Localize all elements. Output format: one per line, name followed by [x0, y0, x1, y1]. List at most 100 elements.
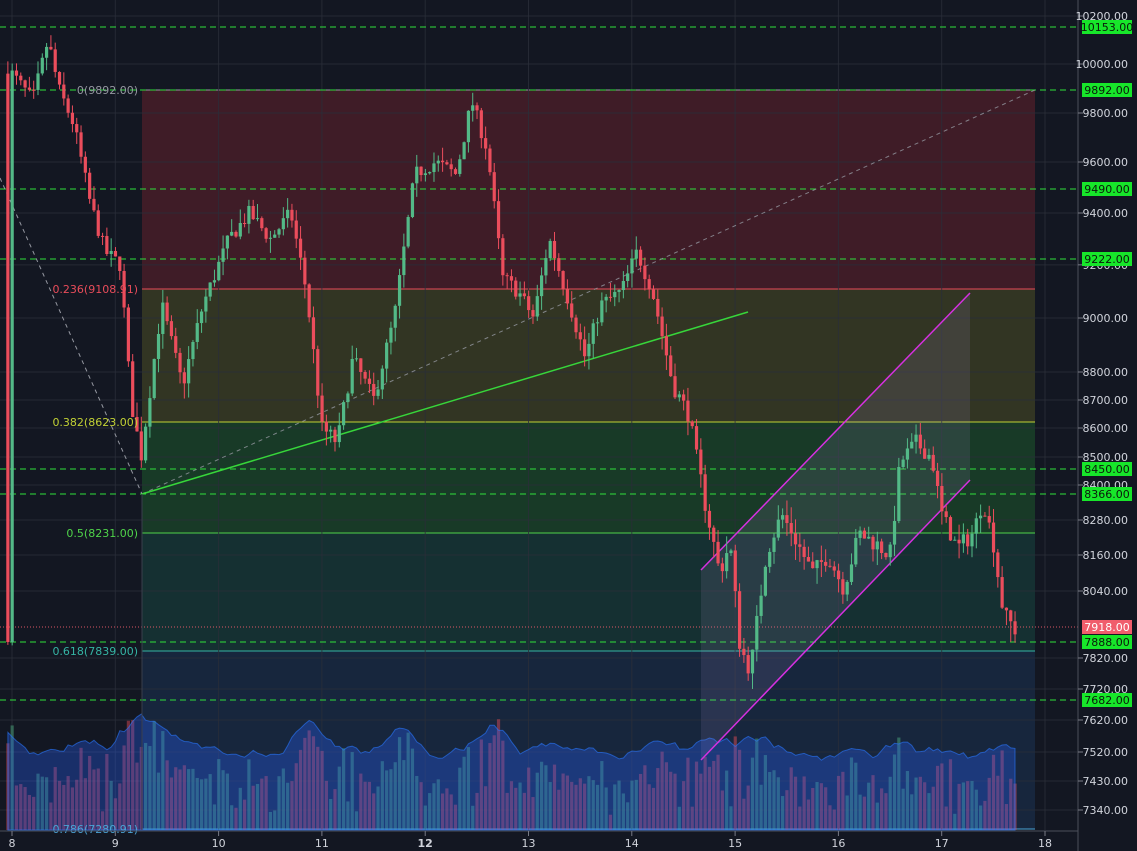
level-price-tag-bg	[1082, 20, 1132, 34]
candle-body	[527, 296, 531, 311]
candle	[591, 319, 595, 359]
candle	[174, 327, 178, 359]
candle-body	[264, 228, 268, 239]
candle	[755, 605, 759, 662]
volume-bar	[884, 793, 888, 830]
level-price-tag-label: 7888.00	[1084, 636, 1130, 649]
volume-bar	[948, 759, 953, 830]
candle-body	[789, 523, 793, 534]
volume-bar	[152, 721, 156, 830]
volume-bar	[432, 783, 436, 830]
candle-body	[109, 250, 113, 255]
candle	[23, 79, 27, 97]
candle	[204, 289, 208, 323]
volume-bar	[914, 777, 918, 830]
candle	[699, 438, 703, 488]
candle-body	[122, 270, 126, 308]
level-price-tag-label: 10153.00	[1081, 21, 1134, 34]
volume-bar	[247, 759, 251, 830]
volume-bar	[49, 802, 53, 830]
candle-body	[88, 172, 92, 199]
price-axis[interactable]: 10200.0010000.009800.009600.009400.00920…	[1076, 0, 1134, 851]
volume-bar	[208, 774, 212, 830]
candle	[290, 203, 294, 228]
candle	[781, 508, 785, 529]
volume-bar	[979, 805, 983, 830]
candle-body	[346, 393, 350, 403]
candle	[410, 182, 415, 219]
volume-bar	[669, 771, 673, 830]
candle-body	[613, 291, 617, 298]
candle	[544, 249, 548, 284]
volume-bar	[940, 763, 944, 830]
volume-bar	[88, 755, 92, 830]
candle	[367, 370, 372, 394]
volume-bar	[290, 781, 294, 830]
candle	[600, 292, 604, 326]
candle	[905, 438, 910, 469]
volume-bar	[428, 793, 432, 830]
level-price-tag: 7682.00	[1082, 693, 1132, 707]
volume-bar	[83, 778, 87, 830]
candle-body	[712, 527, 716, 542]
candle-body	[174, 336, 178, 353]
volume-bar	[423, 805, 427, 830]
candle-body	[359, 358, 363, 372]
candle	[298, 226, 303, 270]
candle	[656, 289, 660, 324]
candle	[32, 80, 36, 99]
candle	[255, 204, 260, 222]
drawn-trendlines[interactable]	[0, 89, 1036, 830]
candle	[996, 548, 1000, 588]
candle-body	[811, 561, 815, 569]
candle-body	[36, 73, 40, 90]
volume-bar	[854, 762, 858, 830]
candle	[552, 231, 557, 271]
candle	[651, 285, 656, 301]
candle	[509, 269, 514, 293]
volume-bar	[815, 781, 819, 830]
volume-bar	[178, 769, 182, 830]
candle-body	[462, 142, 466, 160]
volume-bar	[944, 806, 948, 830]
candle-body	[479, 110, 483, 139]
volume-bar	[987, 777, 991, 830]
fibonacci-retracement[interactable]	[142, 89, 1035, 830]
candle-body	[1013, 621, 1017, 635]
candle	[634, 236, 638, 267]
volume-bar	[630, 780, 634, 830]
price-axis-tick-label: 7720.00	[1083, 683, 1129, 696]
volume-bar	[789, 767, 793, 830]
volume-bar	[686, 757, 690, 830]
candle-body	[854, 537, 858, 565]
candle	[178, 347, 182, 384]
candle	[565, 279, 570, 310]
candlestick-series[interactable]	[6, 35, 1017, 689]
volume-bar	[527, 767, 531, 830]
candle	[871, 534, 875, 562]
level-price-tag-bg	[1082, 635, 1132, 649]
volume-bar	[92, 769, 96, 830]
volume-bar	[548, 782, 552, 830]
candle-body	[626, 273, 630, 281]
candle	[970, 524, 974, 558]
volume-bar	[324, 780, 328, 830]
candle	[862, 527, 866, 539]
time-axis-tick-label: 8	[9, 837, 16, 850]
candle-body	[255, 218, 260, 220]
candle	[1013, 611, 1017, 643]
volume-bar	[600, 761, 604, 830]
candle	[389, 321, 393, 355]
candle	[832, 561, 836, 577]
volume-bar	[139, 746, 143, 830]
candle-body	[535, 296, 539, 317]
time-axis[interactable]: 8 9 10 11 12 13 14 15 16 17 18	[0, 830, 1078, 850]
candle	[406, 214, 410, 249]
volume-bar	[204, 778, 208, 830]
candle-body	[923, 448, 927, 459]
volume-bar	[638, 773, 643, 830]
volume-bar	[983, 800, 987, 830]
time-axis-tick-label: 9	[112, 837, 119, 850]
candle	[677, 390, 681, 402]
